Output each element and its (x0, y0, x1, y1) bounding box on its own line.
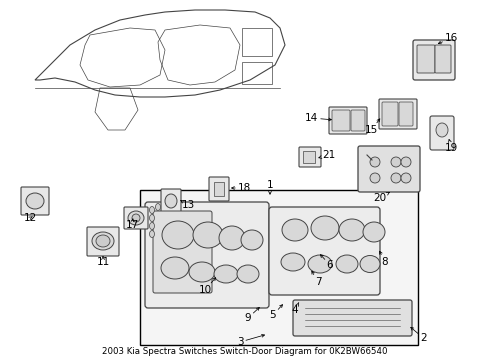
FancyBboxPatch shape (381, 102, 397, 126)
Text: 10: 10 (198, 278, 215, 295)
Ellipse shape (369, 173, 379, 183)
Ellipse shape (241, 230, 263, 250)
Text: 8: 8 (379, 251, 387, 267)
Bar (303, 151, 314, 163)
FancyBboxPatch shape (298, 147, 320, 167)
Ellipse shape (390, 157, 400, 167)
Ellipse shape (237, 265, 259, 283)
Ellipse shape (92, 232, 114, 250)
FancyBboxPatch shape (124, 207, 148, 229)
Ellipse shape (400, 173, 410, 183)
FancyBboxPatch shape (153, 211, 212, 293)
Ellipse shape (307, 255, 331, 273)
Text: 15: 15 (364, 119, 379, 135)
Ellipse shape (281, 253, 305, 271)
Ellipse shape (149, 230, 154, 238)
FancyBboxPatch shape (350, 110, 364, 131)
Text: 2: 2 (410, 327, 426, 343)
Text: 1: 1 (266, 180, 273, 194)
Ellipse shape (282, 219, 307, 241)
FancyBboxPatch shape (292, 300, 411, 336)
FancyBboxPatch shape (434, 45, 450, 73)
Ellipse shape (128, 211, 143, 225)
Text: 5: 5 (269, 305, 282, 320)
Ellipse shape (149, 215, 154, 221)
FancyBboxPatch shape (398, 102, 412, 126)
Text: 13: 13 (181, 200, 195, 210)
Ellipse shape (193, 222, 223, 248)
Text: 3: 3 (236, 334, 264, 347)
Ellipse shape (359, 256, 379, 273)
Ellipse shape (161, 257, 189, 279)
Text: 4: 4 (291, 302, 298, 315)
Bar (242, 28, 271, 56)
Ellipse shape (189, 262, 215, 282)
FancyBboxPatch shape (412, 40, 454, 80)
Text: 21: 21 (318, 150, 335, 160)
Ellipse shape (149, 207, 154, 213)
Text: 14: 14 (304, 113, 331, 123)
Text: 12: 12 (23, 213, 37, 223)
Ellipse shape (155, 203, 160, 211)
Text: 17: 17 (125, 219, 138, 230)
Text: 16: 16 (437, 33, 457, 44)
FancyBboxPatch shape (416, 45, 434, 73)
Ellipse shape (435, 123, 447, 137)
Text: 20: 20 (373, 192, 388, 203)
Ellipse shape (26, 193, 44, 209)
FancyBboxPatch shape (378, 99, 416, 129)
FancyBboxPatch shape (429, 116, 453, 150)
Ellipse shape (96, 235, 110, 247)
Text: 9: 9 (244, 307, 259, 323)
Text: 6: 6 (320, 255, 333, 270)
Text: 7: 7 (311, 271, 321, 287)
Ellipse shape (164, 194, 177, 208)
Ellipse shape (214, 265, 238, 283)
Ellipse shape (162, 221, 194, 249)
Ellipse shape (132, 214, 140, 222)
Ellipse shape (310, 216, 338, 240)
FancyBboxPatch shape (328, 107, 366, 134)
Text: 19: 19 (444, 139, 457, 153)
FancyBboxPatch shape (208, 177, 228, 201)
Ellipse shape (335, 255, 357, 273)
Ellipse shape (149, 222, 154, 230)
Ellipse shape (390, 173, 400, 183)
FancyBboxPatch shape (331, 110, 349, 131)
FancyBboxPatch shape (161, 189, 181, 213)
Bar (214, 182, 224, 196)
Text: 11: 11 (96, 257, 109, 267)
FancyBboxPatch shape (268, 207, 379, 295)
Ellipse shape (400, 157, 410, 167)
Text: 18: 18 (231, 183, 251, 193)
Ellipse shape (369, 157, 379, 167)
Bar (242, 62, 271, 84)
Ellipse shape (362, 222, 384, 242)
Text: 2003 Kia Spectra Switches Switch-Door Diagram for 0K2BW66540: 2003 Kia Spectra Switches Switch-Door Di… (102, 347, 386, 356)
FancyBboxPatch shape (87, 227, 119, 256)
FancyBboxPatch shape (21, 187, 49, 215)
FancyBboxPatch shape (145, 202, 268, 308)
Bar (140, 190, 417, 345)
Ellipse shape (338, 219, 364, 241)
FancyBboxPatch shape (357, 146, 419, 192)
Ellipse shape (219, 226, 244, 250)
